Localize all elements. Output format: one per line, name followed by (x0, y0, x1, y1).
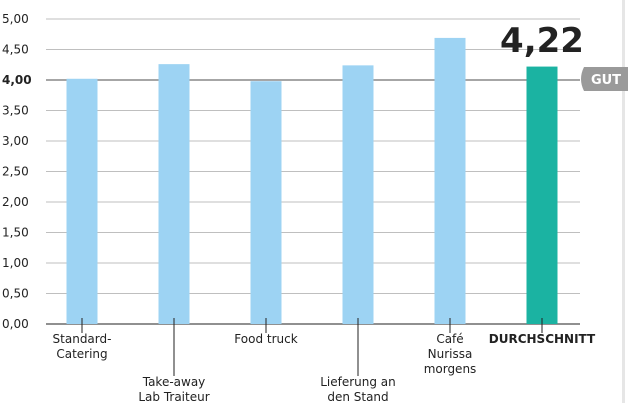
bar (434, 37, 466, 324)
y-tick-label: 1,50 (2, 226, 29, 240)
y-tick-label: 4,00 (2, 73, 32, 87)
category-label: Standard- (53, 332, 112, 346)
y-tick-label: 3,50 (2, 104, 29, 118)
category-label: Catering (56, 347, 107, 361)
y-tick-label: 2,00 (2, 195, 29, 209)
y-tick-label: 1,00 (2, 256, 29, 270)
category-label: morgens (424, 362, 477, 376)
bar (66, 78, 98, 324)
y-tick-label: 4,50 (2, 43, 29, 57)
grade-badge (581, 67, 628, 91)
y-tick-label: 0,50 (2, 287, 29, 301)
y-tick-label: 0,00 (2, 317, 29, 331)
y-tick-label: 5,00 (2, 12, 29, 26)
category-label: Take-away (142, 375, 206, 389)
bar (250, 81, 282, 324)
category-label: den Stand (327, 390, 388, 403)
bar (342, 65, 374, 325)
bar (158, 64, 190, 324)
category-label: Café (436, 332, 463, 346)
category-label: Lieferung an (320, 375, 396, 389)
right-edge-rule (622, 0, 625, 403)
category-label: Food truck (234, 332, 297, 346)
average-value-label: 4,22 (500, 21, 584, 61)
y-tick-label: 2,50 (2, 165, 29, 179)
category-label: DURCHSCHNITT (489, 332, 596, 346)
average-bar (526, 66, 558, 324)
grade-badge-label: GUT (591, 73, 621, 88)
y-tick-label: 3,00 (2, 134, 29, 148)
category-label: Nurissa (428, 347, 473, 361)
category-label: Lab Traiteur (138, 390, 209, 403)
